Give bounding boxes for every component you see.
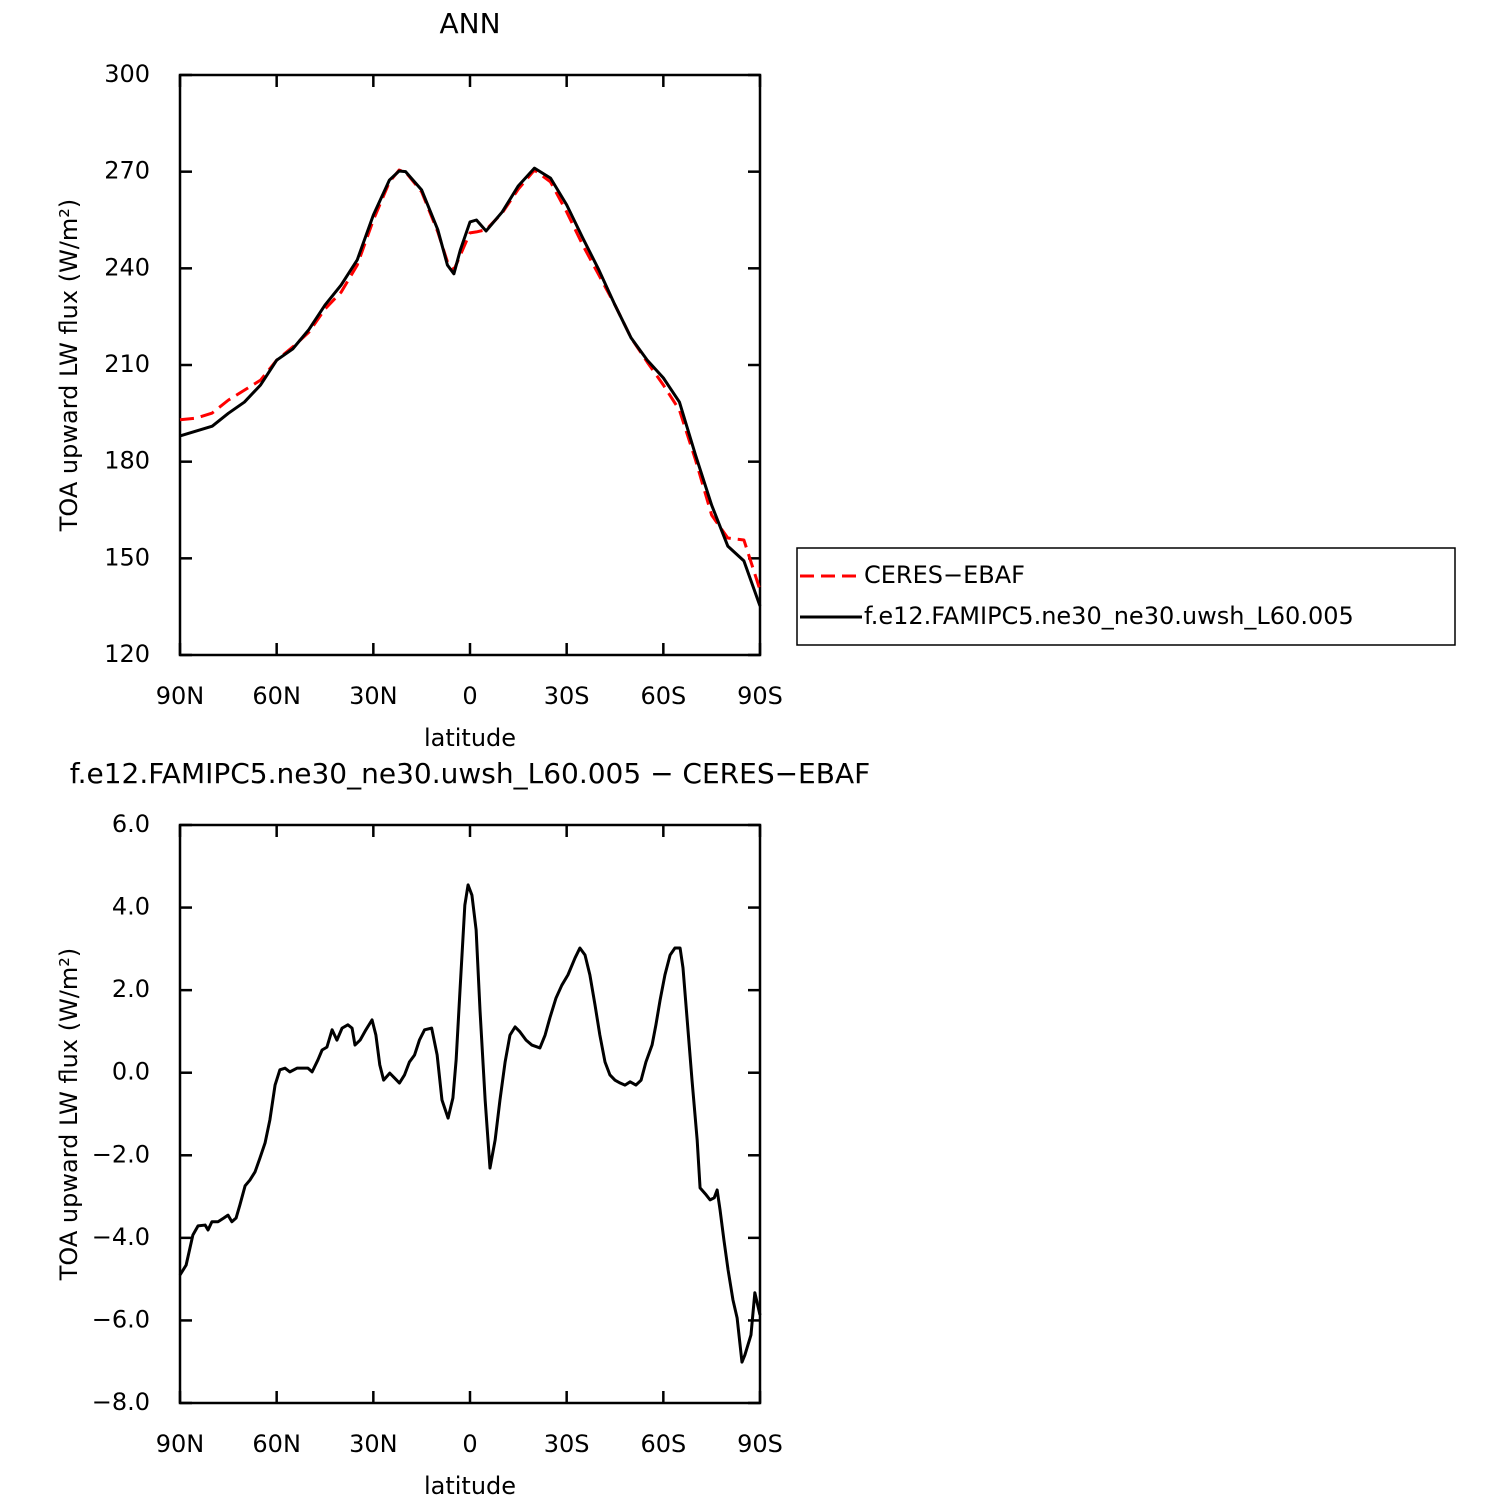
y-tick-label: −8.0 (92, 1388, 150, 1416)
legend-label: CERES−EBAF (864, 561, 1025, 589)
y-tick-label: 150 (104, 543, 150, 571)
y-tick-label: −4.0 (92, 1223, 150, 1251)
chart-title: ANN (439, 7, 500, 40)
y-axis-label: TOA upward LW flux (W/m²) (55, 948, 83, 1282)
x-tick-label: 60N (252, 1430, 301, 1458)
line-series (178, 883, 762, 1364)
x-tick-label: 30S (544, 682, 590, 710)
plot-frame (178, 73, 762, 657)
legend-label: f.e12.FAMIPC5.ne30_ne30.uwsh_L60.005 (864, 602, 1354, 630)
y-tick-label: 240 (104, 253, 150, 281)
x-tick-label: 30N (349, 682, 398, 710)
x-tick-label: 30S (544, 1430, 590, 1458)
chart-title: f.e12.FAMIPC5.ne30_ne30.uwsh_L60.005 − C… (70, 757, 870, 790)
x-tick-label: 60S (640, 682, 686, 710)
y-tick-label: 180 (104, 447, 150, 475)
plot-frame (178, 823, 762, 1405)
x-axis-label: latitude (424, 724, 516, 752)
x-tick-label: 90N (156, 1430, 205, 1458)
y-tick-label: 4.0 (112, 893, 150, 921)
legend-box (796, 547, 1456, 646)
y-tick-label: 2.0 (112, 975, 150, 1003)
y-tick-label: 6.0 (112, 810, 150, 838)
x-tick-label: 90S (737, 682, 783, 710)
y-tick-label: −2.0 (92, 1140, 150, 1168)
y-tick-label: 120 (104, 640, 150, 668)
y-axis-label: TOA upward LW flux (W/m²) (55, 199, 83, 533)
x-tick-label: 30N (349, 1430, 398, 1458)
x-tick-label: 90S (737, 1430, 783, 1458)
x-tick-label: 60N (252, 682, 301, 710)
x-tick-label: 60S (640, 1430, 686, 1458)
y-tick-label: 270 (104, 157, 150, 185)
x-tick-label: 90N (156, 682, 205, 710)
line-series (179, 168, 762, 591)
y-tick-label: 210 (104, 350, 150, 378)
x-tick-label: 0 (462, 1430, 477, 1458)
line-series (179, 166, 762, 607)
x-axis-label: latitude (424, 1472, 516, 1500)
y-tick-label: 0.0 (112, 1058, 150, 1086)
y-tick-label: 300 (104, 60, 150, 88)
x-tick-label: 0 (462, 682, 477, 710)
y-tick-label: −6.0 (92, 1305, 150, 1333)
